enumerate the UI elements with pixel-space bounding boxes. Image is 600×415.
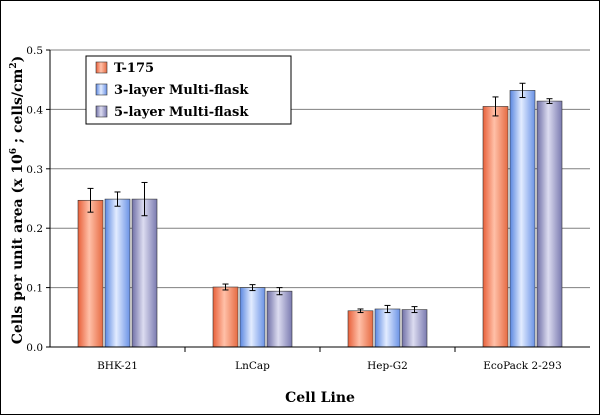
y-tick-label: 0.4 — [26, 104, 43, 116]
legend-box — [85, 55, 292, 125]
y-axis-title: Cells per unit area (x 106 ; cells/cm2) — [9, 56, 26, 345]
y-axis-title-prefix: Cells per unit area (x 10 — [10, 154, 26, 344]
bar — [104, 198, 131, 348]
x-tick-label: EcoPack 2-293 — [483, 360, 562, 372]
bar — [212, 286, 239, 348]
bar — [266, 290, 293, 348]
y-tick-label: 0.1 — [26, 283, 43, 295]
legend: T-175 3-layer Multi-flask 5-layer Multi-… — [85, 55, 292, 125]
bar — [536, 100, 563, 348]
legend-label-3-layer: 3-layer Multi-flask — [114, 83, 249, 98]
y-tick-label: 0.5 — [26, 45, 43, 57]
y-axis-title-exp1: 6 — [9, 148, 19, 154]
y-tick-label: 0.3 — [26, 164, 43, 176]
error-bars — [87, 82, 553, 314]
bars — [77, 90, 563, 348]
bar — [347, 310, 374, 348]
bar — [77, 199, 104, 348]
y-axis-title-exp2: 2 — [9, 62, 19, 68]
bar — [401, 309, 428, 348]
legend-label-5-layer: 5-layer Multi-flask — [114, 105, 249, 120]
bar — [482, 106, 509, 348]
y-axis-title-suffix: ) — [10, 56, 26, 63]
y-axis-title-middle: ; cells/cm — [10, 68, 26, 148]
y-axis-ticks: 0.0 0.1 0.2 0.3 0.4 0.5 — [26, 45, 50, 354]
bar — [374, 308, 401, 348]
x-tick-label: BHK-21 — [97, 360, 138, 372]
legend-swatch-3-layer — [95, 83, 108, 96]
legend-label-t175: T-175 — [114, 61, 154, 76]
x-axis-tick-labels: BHK-21 LnCap Hep-G2 EcoPack 2-293 — [97, 347, 562, 372]
legend-swatch-t175 — [95, 61, 108, 74]
y-tick-label: 0.0 — [26, 342, 43, 354]
y-tick-label: 0.2 — [26, 223, 43, 235]
x-axis-title: Cell Line — [285, 390, 355, 406]
legend-swatch-5-layer — [95, 105, 108, 118]
bar — [239, 287, 266, 348]
x-tick-label: Hep-G2 — [367, 360, 408, 372]
bar — [509, 90, 536, 348]
x-tick-label: LnCap — [235, 360, 270, 372]
bar — [131, 198, 158, 348]
